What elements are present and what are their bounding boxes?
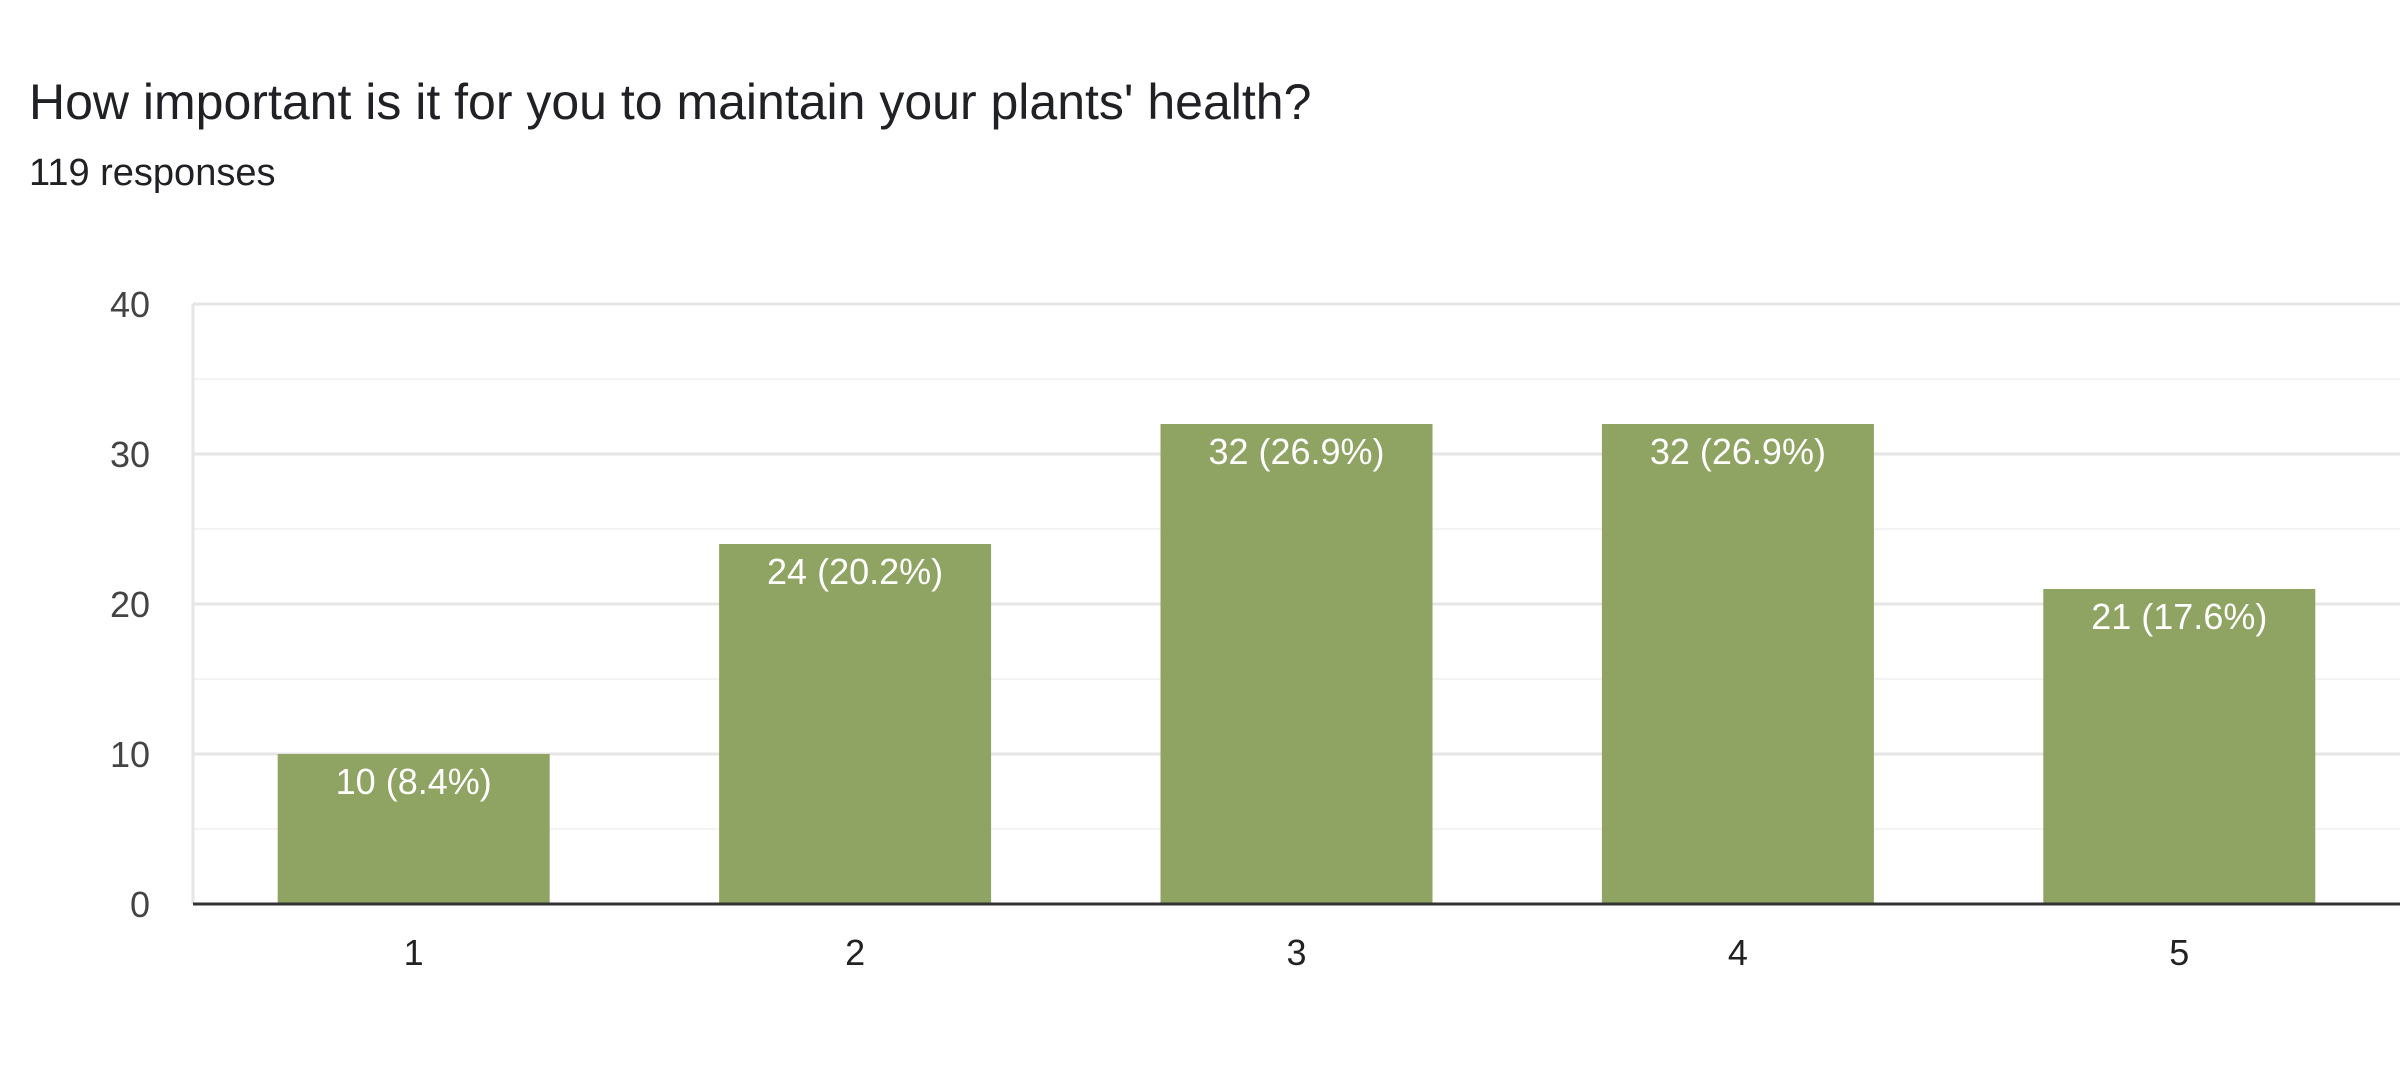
chart-bars [277,424,2316,904]
bar-data-label: 24 (20.2%) [767,551,943,592]
x-category-label: 4 [1728,932,1748,973]
y-tick-label: 20 [110,584,150,625]
y-tick-label: 0 [130,884,150,925]
bar-data-label: 10 (8.4%) [336,761,492,802]
question-title: How important is it for you to maintain … [29,74,1312,130]
bar [719,544,992,904]
x-category-label: 5 [2169,932,2189,973]
x-category-label: 2 [845,932,865,973]
bar [1601,424,1874,904]
bar [2043,589,2316,904]
bar-data-label: 32 (26.9%) [1650,431,1826,472]
bar-data-label: 32 (26.9%) [1208,431,1384,472]
y-tick-label: 10 [110,734,150,775]
bar [277,754,550,904]
x-category-label: 3 [1286,932,1306,973]
y-tick-label: 40 [110,284,150,325]
bar-data-label: 21 (17.6%) [2091,596,2267,637]
y-tick-label: 30 [110,434,150,475]
response-count: 119 responses [29,152,276,194]
x-category-label: 1 [404,932,424,973]
bar [1160,424,1433,904]
chart-labels: 0 10 20 30 40 10 (8.4%) 1 24 (20.2%) 2 32 (26.9%)… [110,284,2400,973]
